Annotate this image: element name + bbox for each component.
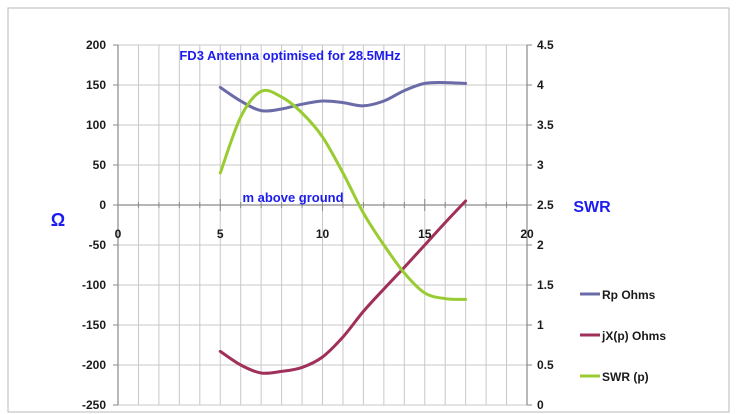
chart-title: FD3 Antenna optimised for 28.5MHz [179, 48, 401, 63]
y2-tick-label: 1.5 [537, 278, 554, 292]
x-tick-label: 0 [115, 227, 122, 241]
y-tick-label: 100 [86, 118, 106, 132]
series-swr [218, 88, 468, 301]
tick-labels: 200150100500-50-100-150-200-2504.543.532… [82, 38, 554, 412]
series-jx-ohms [218, 199, 468, 375]
legend-item-rp: Rp Ohms [580, 288, 656, 302]
legend-label-rp: Rp Ohms [602, 288, 656, 302]
x-tick-label: 10 [316, 227, 330, 241]
axes [113, 44, 532, 406]
y-tick-label: 50 [93, 158, 107, 172]
legend-item-jx: jX(p) Ohms [580, 329, 666, 343]
y2-tick-label: 4.5 [537, 38, 554, 52]
x-tick-label: 20 [520, 227, 534, 241]
legend-item-swr: SWR (p) [580, 370, 649, 384]
legend: Rp Ohms jX(p) Ohms SWR (p) [580, 288, 666, 384]
y2-tick-label: 0.5 [537, 358, 554, 372]
x-tick-label: 15 [418, 227, 432, 241]
y2-tick-label: 3 [537, 158, 544, 172]
y-tick-label: -150 [82, 318, 106, 332]
y2-tick-label: 3.5 [537, 118, 554, 132]
y-tick-label: -250 [82, 398, 106, 412]
y2-tick-label: 4 [537, 78, 544, 92]
series-rp-ohms [218, 81, 468, 113]
y2-axis-label: SWR [573, 199, 611, 216]
series-lines [218, 81, 468, 375]
x-tick-label: 5 [217, 227, 224, 241]
y-tick-label: 150 [86, 78, 106, 92]
x-axis-label: m above ground [242, 190, 343, 205]
y2-tick-label: 0 [537, 398, 544, 412]
legend-label-swr: SWR (p) [602, 370, 649, 384]
y-tick-label: -50 [89, 238, 107, 252]
y-tick-label: 200 [86, 38, 106, 52]
y-tick-label: -100 [82, 278, 106, 292]
y2-tick-label: 2 [537, 238, 544, 252]
y-axis-label: Ω [51, 210, 65, 230]
legend-label-jx: jX(p) Ohms [601, 329, 666, 343]
gridlines [117, 44, 528, 406]
y2-tick-label: 1 [537, 318, 544, 332]
y-tick-label: -200 [82, 358, 106, 372]
y2-tick-label: 2.5 [537, 198, 554, 212]
chart-border [7, 7, 730, 413]
y-tick-label: 0 [99, 198, 106, 212]
